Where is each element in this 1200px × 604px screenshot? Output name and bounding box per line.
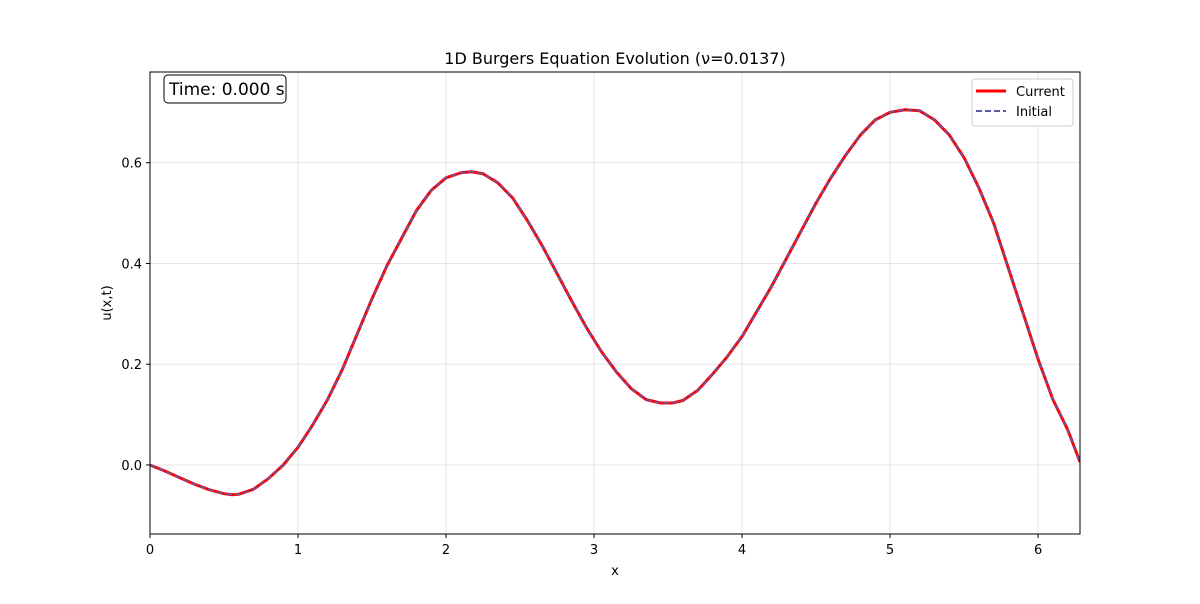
legend: Current Initial	[971, 78, 1074, 127]
x-tick-label: 1	[294, 543, 302, 558]
legend-label-initial: Initial	[1016, 105, 1052, 120]
y-tick-label: 0.0	[121, 459, 142, 474]
series-line-initial	[150, 108, 1080, 496]
x-tick-label: 3	[590, 543, 598, 558]
grid	[149, 72, 1080, 534]
time-annotation: Time: 0.000 s	[163, 74, 287, 104]
legend-label-current: Current	[1016, 85, 1065, 100]
x-tick-label: 2	[442, 543, 450, 558]
chart-title: 1D Burgers Equation Evolution (ν=0.0137)	[444, 49, 785, 68]
y-tick-label: 0.4	[121, 257, 142, 272]
y-axis-label: u(x,t)	[100, 285, 115, 320]
x-tick-label: 6	[1034, 543, 1042, 558]
ticks: 0 1 2 3 4 5 6 0.0 0.2 0.4 0.6	[121, 157, 1042, 558]
y-tick-label: 0.2	[121, 358, 142, 373]
axes-frame	[149, 71, 1081, 535]
x-tick-label: 0	[146, 543, 154, 558]
y-tick-label: 0.6	[121, 157, 142, 172]
time-annotation-box	[163, 74, 287, 104]
x-tick-label: 5	[886, 543, 894, 558]
time-annotation-text: Time: 0.000 s	[168, 80, 285, 100]
plot-area	[150, 108, 1080, 497]
x-tick-label: 4	[738, 543, 746, 558]
x-axis-label: x	[611, 564, 619, 579]
